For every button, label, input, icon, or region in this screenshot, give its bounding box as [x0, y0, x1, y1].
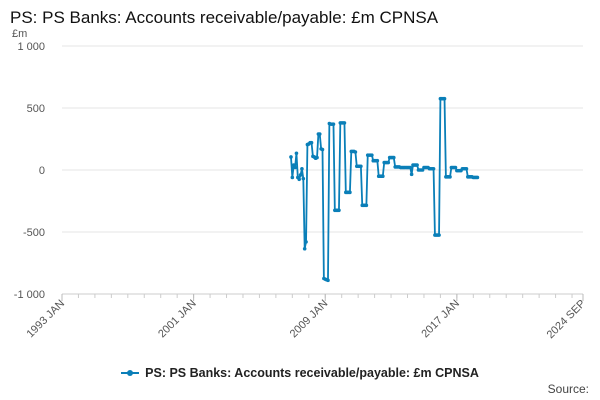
x-tick-label: 1993 JAN [24, 298, 67, 341]
data-point[interactable] [300, 166, 304, 171]
data-point[interactable] [448, 175, 452, 179]
data-point[interactable] [375, 158, 380, 163]
data-point[interactable] [294, 151, 299, 156]
source-label: Source: [547, 382, 589, 396]
data-point[interactable] [342, 121, 347, 125]
data-point[interactable] [293, 165, 297, 170]
legend: PS: PS Banks: Accounts receivable/payabl… [0, 366, 600, 381]
data-point[interactable] [370, 153, 374, 157]
data-point[interactable] [391, 155, 396, 160]
chart-title: PS: PS Banks: Accounts receivable/payabl… [10, 8, 439, 27]
y-axis-ticks: 1 000 500 0 -500 -1 000 [14, 41, 45, 301]
y-axis-label: £m [12, 28, 27, 40]
data-point[interactable] [309, 140, 314, 145]
data-point[interactable] [320, 147, 325, 152]
x-tick-label: 2009 JAN [288, 298, 331, 341]
data-point[interactable] [386, 160, 391, 165]
y-tick-label: -500 [23, 227, 45, 239]
data-point[interactable] [442, 96, 447, 101]
data-point[interactable] [359, 164, 363, 169]
x-tick-label: 2001 JAN [156, 298, 199, 341]
data-point[interactable] [415, 163, 419, 167]
data-point[interactable] [302, 246, 307, 251]
data-point[interactable] [301, 176, 306, 181]
data-point[interactable] [348, 190, 352, 195]
data-point[interactable] [408, 165, 413, 170]
legend-item[interactable]: PS: PS Banks: Accounts receivable/payabl… [121, 366, 479, 380]
x-tick-label: 2024 SEP [545, 298, 589, 342]
data-point[interactable] [298, 173, 303, 177]
data-point[interactable] [304, 240, 308, 244]
data-point[interactable] [453, 165, 458, 170]
data-point[interactable] [331, 122, 336, 126]
y-tick-label: 0 [39, 165, 45, 177]
data-point[interactable] [409, 172, 414, 177]
data-point[interactable] [475, 175, 480, 180]
data-point[interactable] [381, 174, 385, 178]
line-with-dot-icon [121, 368, 140, 378]
x-tick-label: 2017 JAN [419, 298, 462, 341]
data-point[interactable] [297, 177, 301, 182]
data-point[interactable] [326, 278, 330, 283]
data-point[interactable] [437, 233, 441, 237]
data-point[interactable] [317, 132, 322, 136]
series-group [289, 96, 480, 283]
data-point[interactable] [290, 175, 295, 180]
data-point[interactable] [315, 155, 319, 160]
data-point[interactable] [289, 155, 293, 159]
y-tick-label: 500 [27, 103, 45, 115]
x-axis-ticks: 1993 JAN 2001 JAN 2009 JAN 2017 JAN 2024 SEP [24, 293, 589, 342]
data-point[interactable] [431, 166, 436, 171]
y-tick-label: -1 000 [14, 289, 45, 301]
series-line [290, 97, 478, 282]
y-tick-label: 1 000 [17, 41, 45, 53]
data-point[interactable] [364, 203, 369, 208]
legend-label: PS: PS Banks: Accounts receivable/payabl… [145, 366, 479, 380]
data-point[interactable] [353, 150, 358, 154]
data-point[interactable] [337, 208, 341, 213]
data-point[interactable] [464, 166, 469, 171]
